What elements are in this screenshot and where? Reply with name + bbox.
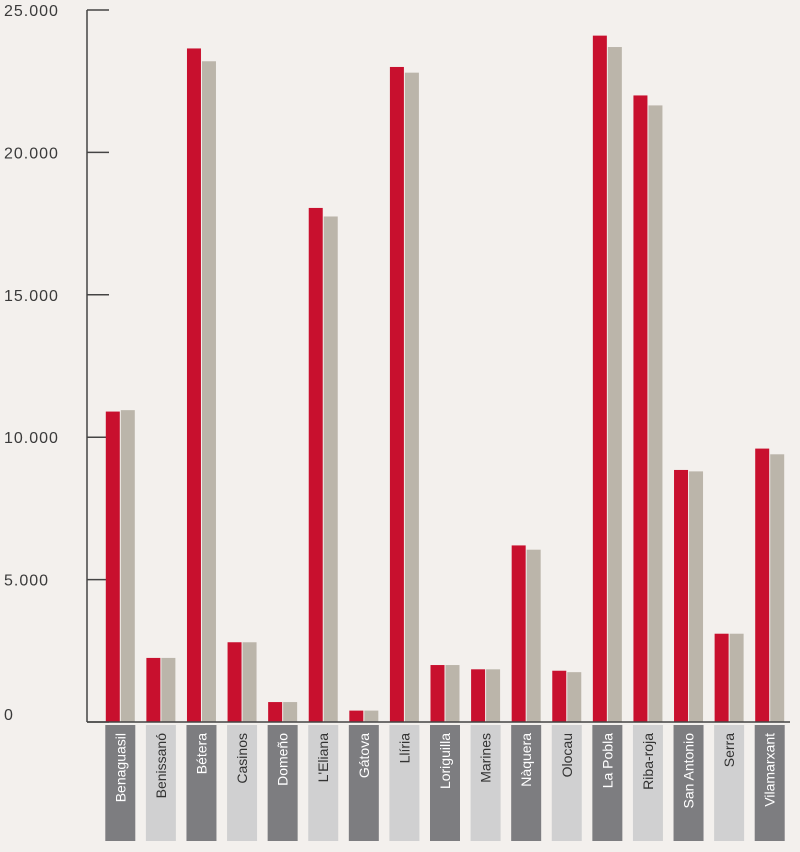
category-label: Casinos [234,733,250,784]
bar-series-2 [607,47,622,723]
category-label-box [145,725,176,841]
category-label-box [673,725,704,841]
bar-series-2 [526,549,541,722]
category-label: Benissanó [153,733,169,799]
bar-series-1 [186,48,201,722]
category-label-boxes: Benaguasil Benissanó Bétera Casinos Domeño L'… [105,725,785,841]
bar-series-2 [648,105,663,722]
bar-series-2 [445,665,460,722]
y-tick-label: 25.000 [4,3,59,20]
bar-series-1 [227,642,242,722]
bar-series-2 [120,410,135,722]
category-label: San Antonio [681,733,697,809]
bar-series-1 [146,657,161,722]
category-label-box [105,725,136,841]
bar-series-1 [633,95,648,722]
category-label-box [348,725,379,841]
category-label-box [430,725,460,841]
bar-series-2 [567,672,582,722]
category-label-box [511,725,542,841]
category-label-box [551,725,582,841]
category-label-box [308,725,339,841]
category-label: Domeño [275,733,291,786]
category-label: Riba-roja [640,733,656,790]
bar-series-2 [404,72,419,722]
bar-series-2 [283,702,298,722]
category-label-box [267,725,298,841]
bar-series-2 [201,61,216,723]
bar-series-1 [389,66,404,722]
category-label: Vilamarxant [762,733,778,807]
category-label-box [227,725,258,841]
y-tick-label: 0 [4,707,14,724]
category-label-box [632,725,663,841]
y-tick-label: 20.000 [4,145,59,162]
category-label: Marines [478,733,494,783]
category-label-box [389,725,420,841]
category-label: L'Eliana [315,733,331,783]
category-label-box [186,725,217,841]
category-label: Olocau [559,733,575,777]
bar-series-1 [308,207,323,722]
category-label-box [470,725,501,841]
bar-series-1 [105,411,120,722]
category-label: Bétera [193,733,209,774]
y-tick-label: 10.000 [4,430,59,447]
bar-series-1 [471,669,486,722]
bar-series-1 [349,710,364,722]
category-label: Loriguilla [437,733,453,789]
category-label: Gátova [356,733,372,778]
bar-series-2 [161,657,176,722]
bars [105,35,785,723]
bar-series-1 [552,670,567,722]
category-label-box [714,725,745,841]
bar-series-2 [689,471,704,722]
bar-series-1 [674,469,689,722]
bar-series-2 [770,454,785,722]
bar-series-1 [430,665,445,722]
bar-series-2 [323,216,338,723]
category-label-box [754,725,785,841]
bar-series-1 [511,545,526,722]
bar-series-2 [486,669,501,722]
bar-series-2 [729,633,744,722]
bar-series-2 [364,710,379,722]
category-label: Nàquera [518,733,534,787]
bar-series-1 [755,448,770,722]
bar-series-1 [592,35,607,722]
y-tick-label: 15.000 [4,288,59,305]
category-label: Serra [721,733,737,767]
bar-series-2 [242,642,257,722]
category-label-box [592,725,623,841]
bar-series-1 [268,702,283,722]
category-label: Benaguasil [112,733,128,802]
category-label: La Pobla [599,733,615,788]
category-label: Llíria [396,733,412,764]
y-axis: 0 5.000 10.000 15.000 20.000 25.000 [4,3,109,724]
y-tick-label: 5.000 [4,573,49,590]
bar-series-1 [714,633,729,722]
